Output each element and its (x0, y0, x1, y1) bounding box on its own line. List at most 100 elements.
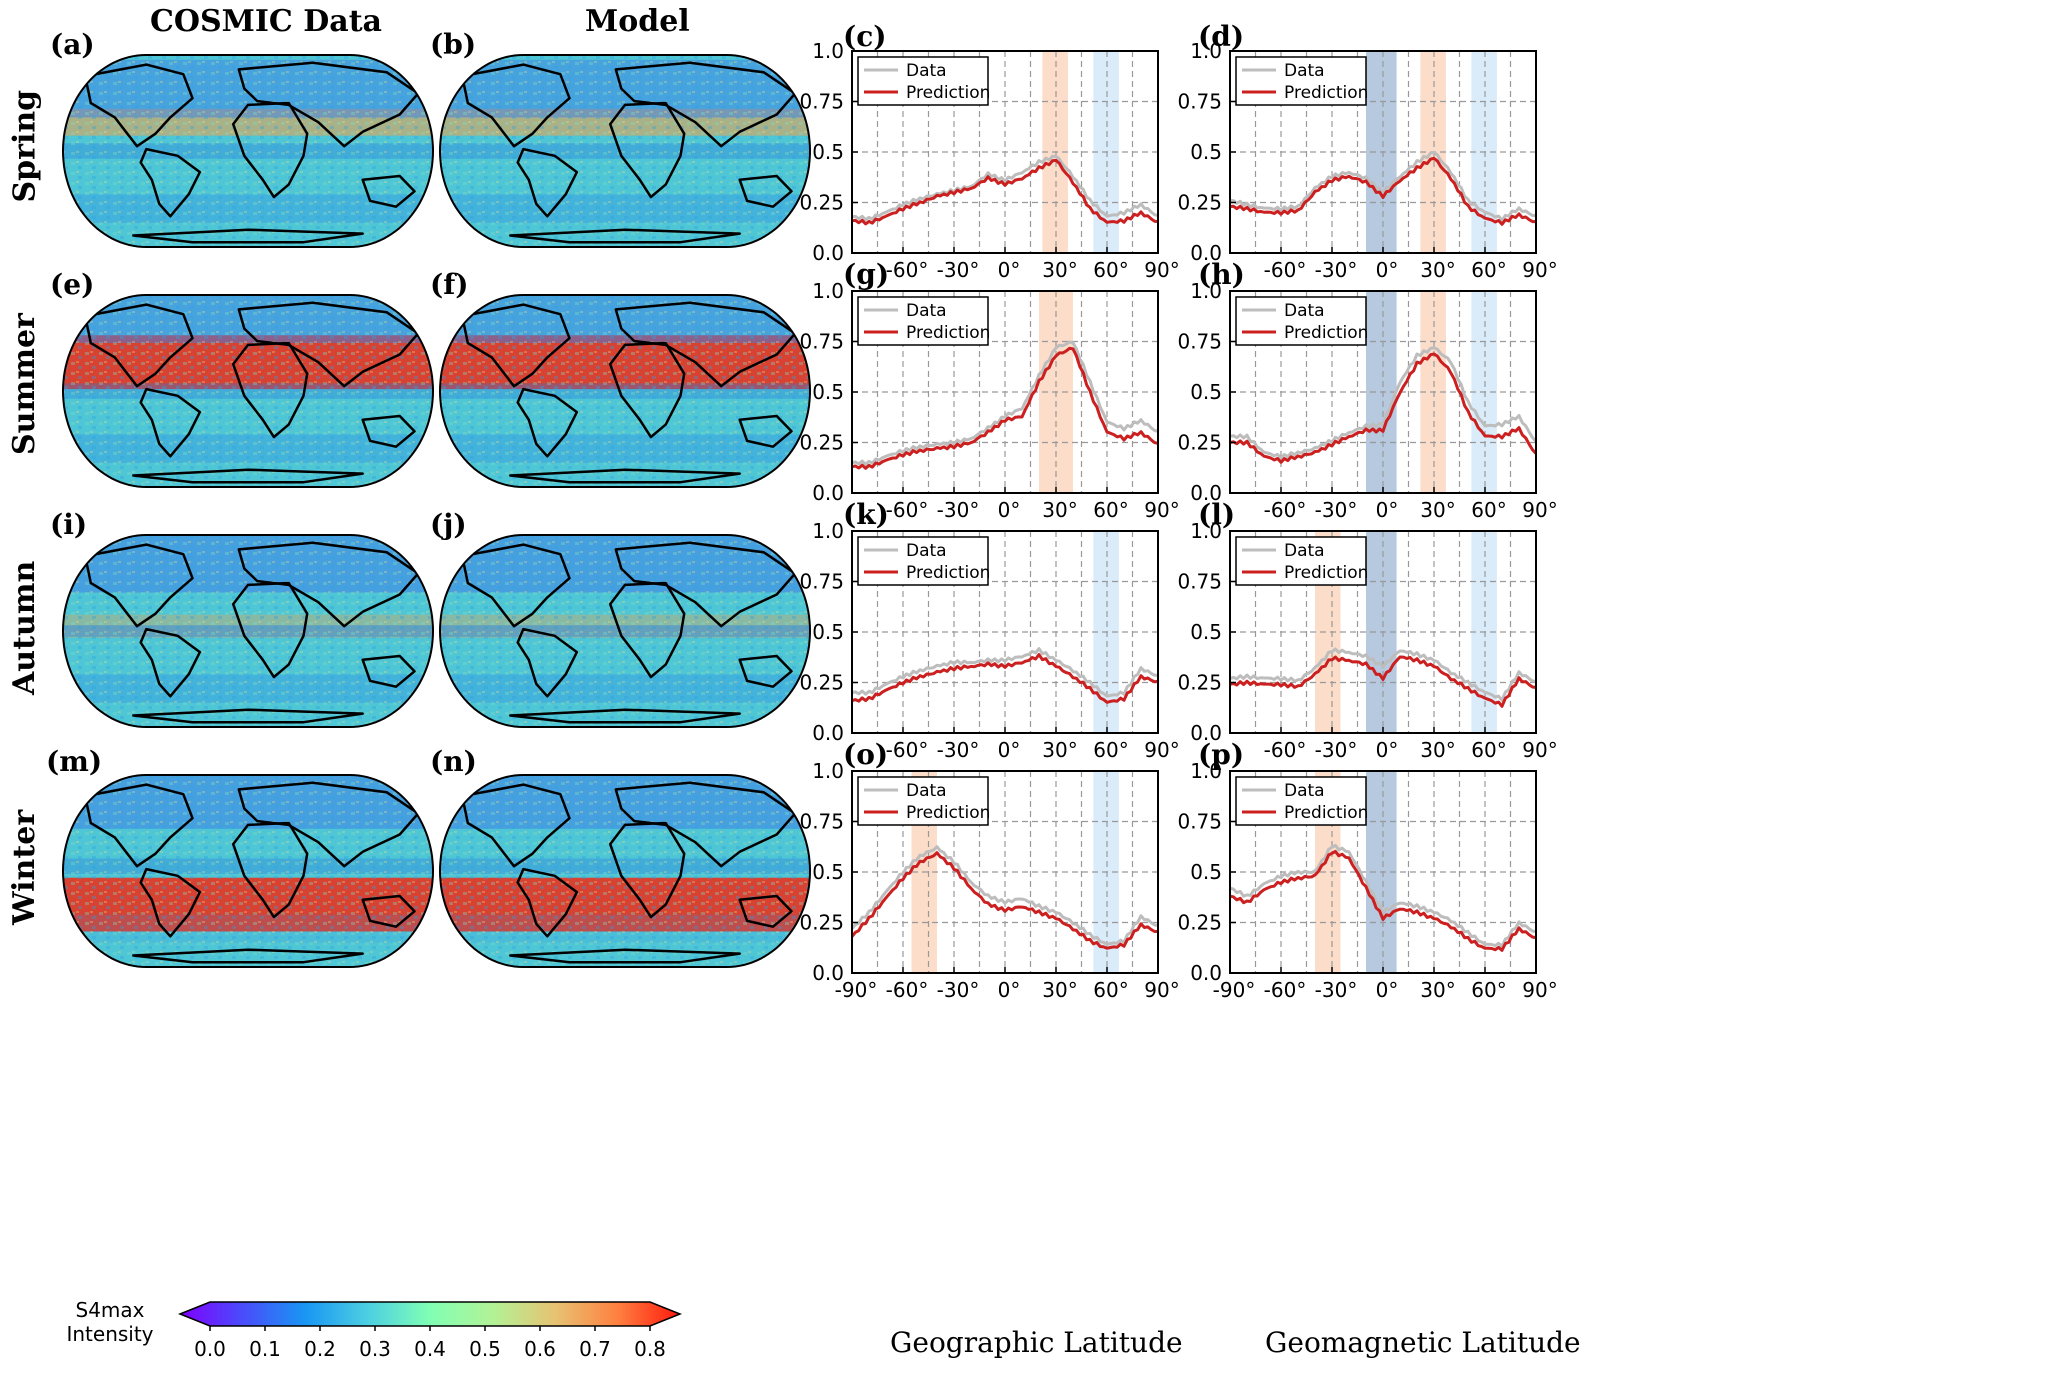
y-tick-label: 1.0 (812, 759, 844, 783)
legend-box (1235, 536, 1367, 586)
series-line-data (851, 340, 1159, 466)
map-border (438, 774, 812, 968)
colorbar-tick-label: 0.6 (524, 1337, 556, 1361)
series-line-prediction (1229, 352, 1538, 464)
y-tick-label: 0.5 (1190, 140, 1222, 164)
panel-label-j: (j) (430, 508, 467, 541)
coastline-northAmerica (83, 303, 194, 388)
colorbar-tick-label: 0.0 (194, 1337, 226, 1361)
coastline-southAmerica (516, 147, 579, 218)
map-texture (440, 55, 810, 247)
series-line-prediction (851, 346, 1159, 470)
coastline-antarctica (509, 468, 741, 484)
map-border (438, 294, 812, 488)
y-tick-label: 0.75 (1177, 90, 1222, 114)
y-tick-label: 0.25 (1177, 911, 1222, 935)
y-tick-label: 0.25 (1177, 671, 1222, 695)
map-texture (440, 775, 810, 967)
y-tick-label: 1.0 (1190, 39, 1222, 63)
panel-label-i: (i) (50, 508, 88, 541)
series-line-prediction (1229, 849, 1537, 952)
x-tick-label: -30° (1315, 498, 1358, 522)
coastline-eurasia (237, 61, 420, 148)
chart-panel-h: 0.0 0.25 0.5 0.75 1.0 -60° -30° 0° 30° 60° 90° Data… (1177, 279, 1557, 522)
y-tick-label: 0.0 (812, 241, 844, 265)
panel-label-p: (p) (1198, 738, 1245, 771)
coastline-eurasia (614, 301, 797, 388)
colorbar-tick-label: 0.3 (359, 1337, 391, 1361)
y-tick-label: 0.25 (799, 191, 844, 215)
y-tick-label: 0.25 (799, 671, 844, 695)
map-texture (63, 55, 433, 247)
y-tick-label: 0.5 (1190, 860, 1222, 884)
x-tick-label: -60° (1264, 978, 1307, 1002)
coastline-africa (231, 821, 309, 919)
y-tick-label: 1.0 (1190, 519, 1222, 543)
series-line-prediction (851, 158, 1159, 226)
series-line-data (1229, 647, 1537, 702)
x-tick-label: 30° (1420, 258, 1455, 282)
coastline-southAmerica (139, 867, 202, 938)
x-tick-label: -30° (937, 738, 980, 762)
legend-box (1235, 296, 1367, 346)
x-tick-label: -60° (1264, 738, 1307, 762)
coastline-australia (361, 894, 416, 928)
y-tick-label: 0.75 (799, 90, 844, 114)
coastline-northAmerica (460, 63, 571, 148)
coastline-antarctica (132, 468, 364, 484)
series-line-data (850, 845, 1159, 946)
coastline-northAmerica (83, 63, 194, 148)
world-map-8 (438, 774, 812, 968)
xaxis-title-geographic: Geographic Latitude (890, 1326, 1183, 1359)
x-tick-label: 90° (1522, 498, 1557, 522)
legend-box (857, 776, 989, 826)
map-border (61, 294, 435, 488)
panel-label-h: (h) (1198, 258, 1245, 291)
coastline-eurasia (237, 781, 420, 868)
coastline-africa (608, 341, 686, 439)
column-header-model: Model (585, 4, 690, 39)
x-tick-label: 60° (1471, 738, 1506, 762)
colorbar-tick-label: 0.8 (634, 1337, 666, 1361)
legend-data-label: Data (906, 781, 947, 801)
map-border (438, 54, 812, 248)
map-texture (63, 775, 433, 967)
x-tick-label: 0° (1376, 498, 1399, 522)
panel-label-d: (d) (1198, 20, 1245, 53)
coastline-southAmerica (139, 387, 202, 458)
coastline-australia (738, 654, 793, 688)
coastline-africa (608, 581, 686, 679)
series-line-data (1229, 843, 1537, 948)
map-texture (440, 295, 810, 487)
coastline-eurasia (614, 781, 797, 868)
world-map-7 (61, 774, 435, 968)
map-texture (63, 535, 433, 727)
y-tick-label: 0.5 (1190, 380, 1222, 404)
coastline-australia (361, 414, 416, 448)
panel-label-b: (b) (430, 28, 477, 61)
y-tick-label: 0.0 (812, 961, 844, 985)
panel-label-a: (a) (50, 28, 95, 61)
panel-label-m: (m) (46, 745, 103, 778)
x-tick-label: -90° (835, 978, 878, 1002)
legend-data-label: Data (1284, 301, 1325, 321)
x-tick-label: 30° (1420, 498, 1455, 522)
panel-label-k: (k) (843, 498, 889, 531)
y-tick-label: 0.25 (799, 431, 844, 455)
y-tick-label: 0.5 (812, 860, 844, 884)
series-line-data (851, 154, 1159, 222)
series-line-prediction (1229, 655, 1537, 708)
coastline-northAmerica (83, 543, 194, 628)
series-line-data (1229, 150, 1536, 222)
legend-box (1235, 776, 1367, 826)
world-map-4 (438, 294, 812, 488)
x-tick-label: 30° (1042, 258, 1077, 282)
x-tick-label: 0° (998, 258, 1021, 282)
x-tick-label: -60° (1264, 498, 1307, 522)
chart-panel-o: 0.0 0.25 0.5 0.75 1.0 -90° -60° -30° 0° 30° 60° 90°… (799, 759, 1179, 1002)
colorbar-tick-label: 0.4 (414, 1337, 446, 1361)
